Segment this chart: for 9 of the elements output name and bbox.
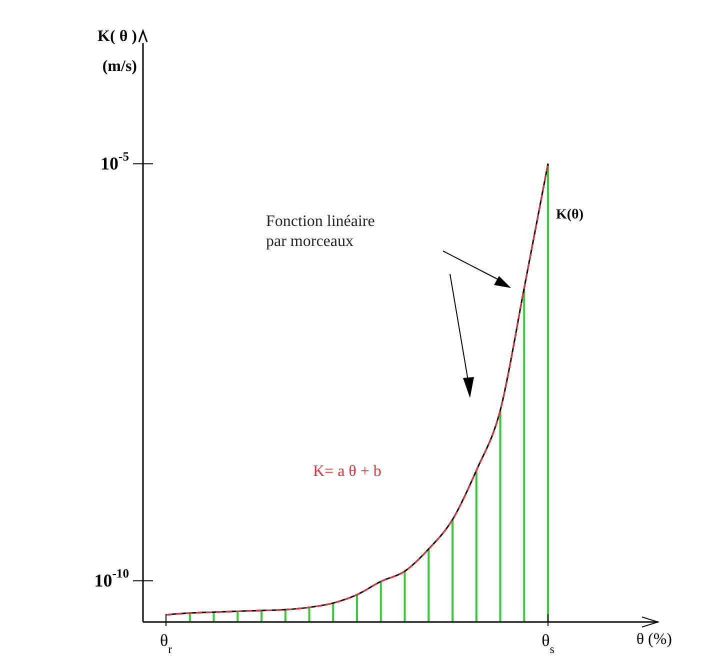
y-tick-label: 10$^{-10}$ (94, 566, 129, 591)
x-axis-title: θ (%) (636, 631, 672, 648)
x-tick-label: θ$_{s}$ (542, 631, 555, 656)
annotation: K= a θ + b (313, 463, 382, 480)
series-label: K(θ) (556, 208, 584, 223)
x-tick-label: θ$_{r}$ (160, 631, 172, 656)
y-axis-title: K( θ ) (m/s) (98, 28, 137, 75)
annotation: Fonction linéaire par morceaux (266, 213, 375, 250)
y-tick-label: 10$^{-5}$ (100, 150, 129, 174)
